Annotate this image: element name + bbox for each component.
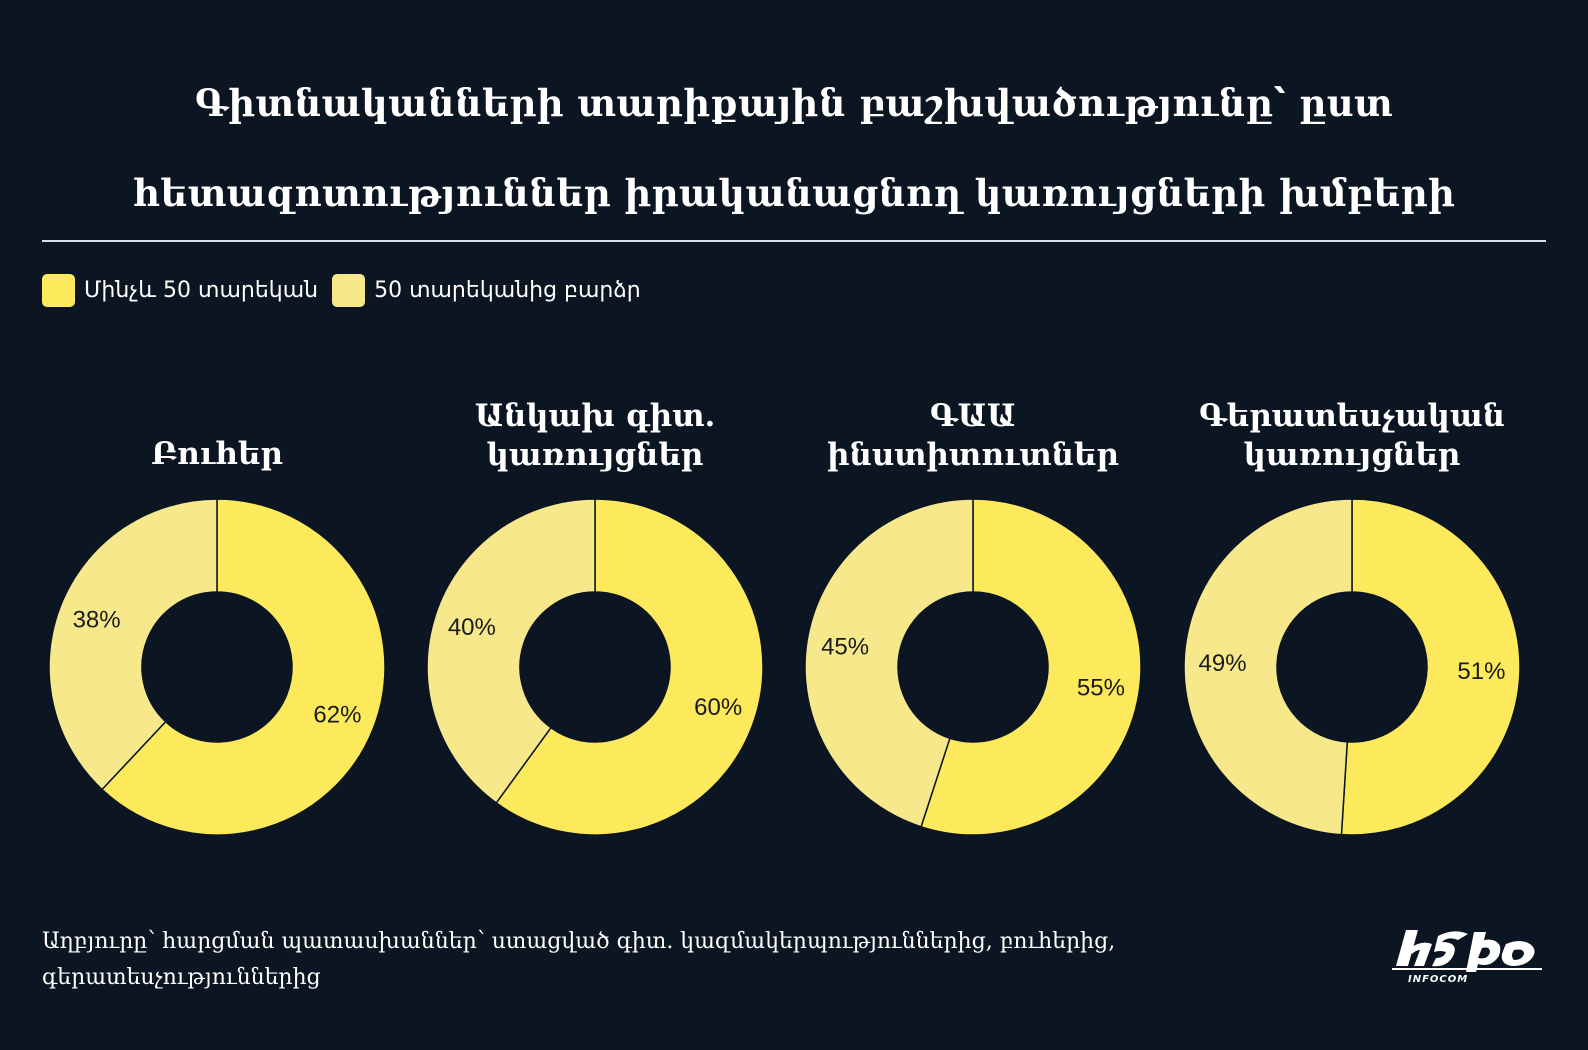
donut-3-slice-over-50: [804, 498, 974, 828]
legend-swatch-under-50: [42, 273, 75, 307]
chart-title-line-1: Գիտնականների տարիքային բաշխվածությունը՝ …: [194, 81, 1394, 125]
source-note-line-1: Աղբյուրը՝ հարցման պատասխաններ՝ ստացված գ…: [42, 929, 1116, 954]
donut-3-label-over-50: 45%: [821, 634, 869, 661]
donut-2-label-over-50: 40%: [448, 614, 496, 641]
panel-title-universities-line-1: Բուհեր: [151, 436, 283, 472]
donut-1-slice-under-50: [100, 498, 386, 836]
donut-3-slice-under-50: [920, 498, 1142, 836]
donut-2-slice-over-50: [426, 498, 596, 804]
panel-title-universities: Բուհեր: [27, 435, 407, 474]
panel-title-independent-line-2: կառույցներ: [486, 437, 704, 473]
legend-label-over-50: 50 տարեկանից բարձր: [374, 277, 641, 303]
donut-2-label-under-50: 60%: [694, 694, 742, 721]
panel-title-nas-institutes: ԳԱԱ ինստիտուտներ: [783, 397, 1163, 475]
logo-text: INFOCOM: [1408, 974, 1468, 985]
donut-4-slice-under-50: [1340, 498, 1521, 836]
donut-4-slice-over-50: [1183, 498, 1353, 836]
source-note-line-2: գերատեսչություններից: [42, 965, 321, 990]
panel-title-departmental-line-2: կառույցներ: [1243, 437, 1461, 473]
donut-2-slice-under-50: [495, 498, 764, 836]
donut-4-label-over-50: 49%: [1199, 650, 1247, 677]
panel-title-departmental: Գերատեսչական կառույցներ: [1162, 397, 1542, 475]
chart-title-line-2: հետազոտություններ իրականացնող կառույցներ…: [132, 171, 1456, 215]
legend-swatch-over-50: [332, 273, 366, 307]
infocom-logo: INFOCOM: [1392, 930, 1542, 985]
donut-1-label-under-50: 62%: [313, 702, 361, 729]
panel-title-nas-line-2: ինստիտուտներ: [827, 437, 1119, 473]
panel-title-independent: Անկախ գիտ. կառույցներ: [405, 397, 785, 475]
chart-title: Գիտնականների տարիքային բաշխվածությունը՝ …: [60, 58, 1528, 238]
donut-4-label-under-50: 51%: [1457, 658, 1505, 685]
source-note: Աղբյուրը՝ հարցման պատասխաններ՝ ստացված գ…: [42, 924, 1292, 996]
legend-item-over-50: 50 տարեկանից բարձր: [332, 273, 641, 307]
title-divider: [42, 240, 1546, 242]
donut-1-slice-over-50: [48, 498, 218, 791]
legend-label-under-50: Մինչև 50 տարեկան: [84, 277, 319, 303]
donut-3-label-under-50: 55%: [1077, 674, 1125, 701]
donut-1-label-over-50: 38%: [73, 606, 121, 633]
panel-title-departmental-line-1: Գերատեսչական: [1199, 398, 1505, 434]
panel-title-independent-line-1: Անկախ գիտ.: [474, 398, 716, 434]
panel-title-nas-line-1: ԳԱԱ: [929, 398, 1017, 434]
legend: Մինչև 50 տարեկան 50 տարեկանից բարձր: [42, 272, 655, 308]
legend-item-under-50: Մինչև 50 տարեկան: [42, 273, 319, 307]
